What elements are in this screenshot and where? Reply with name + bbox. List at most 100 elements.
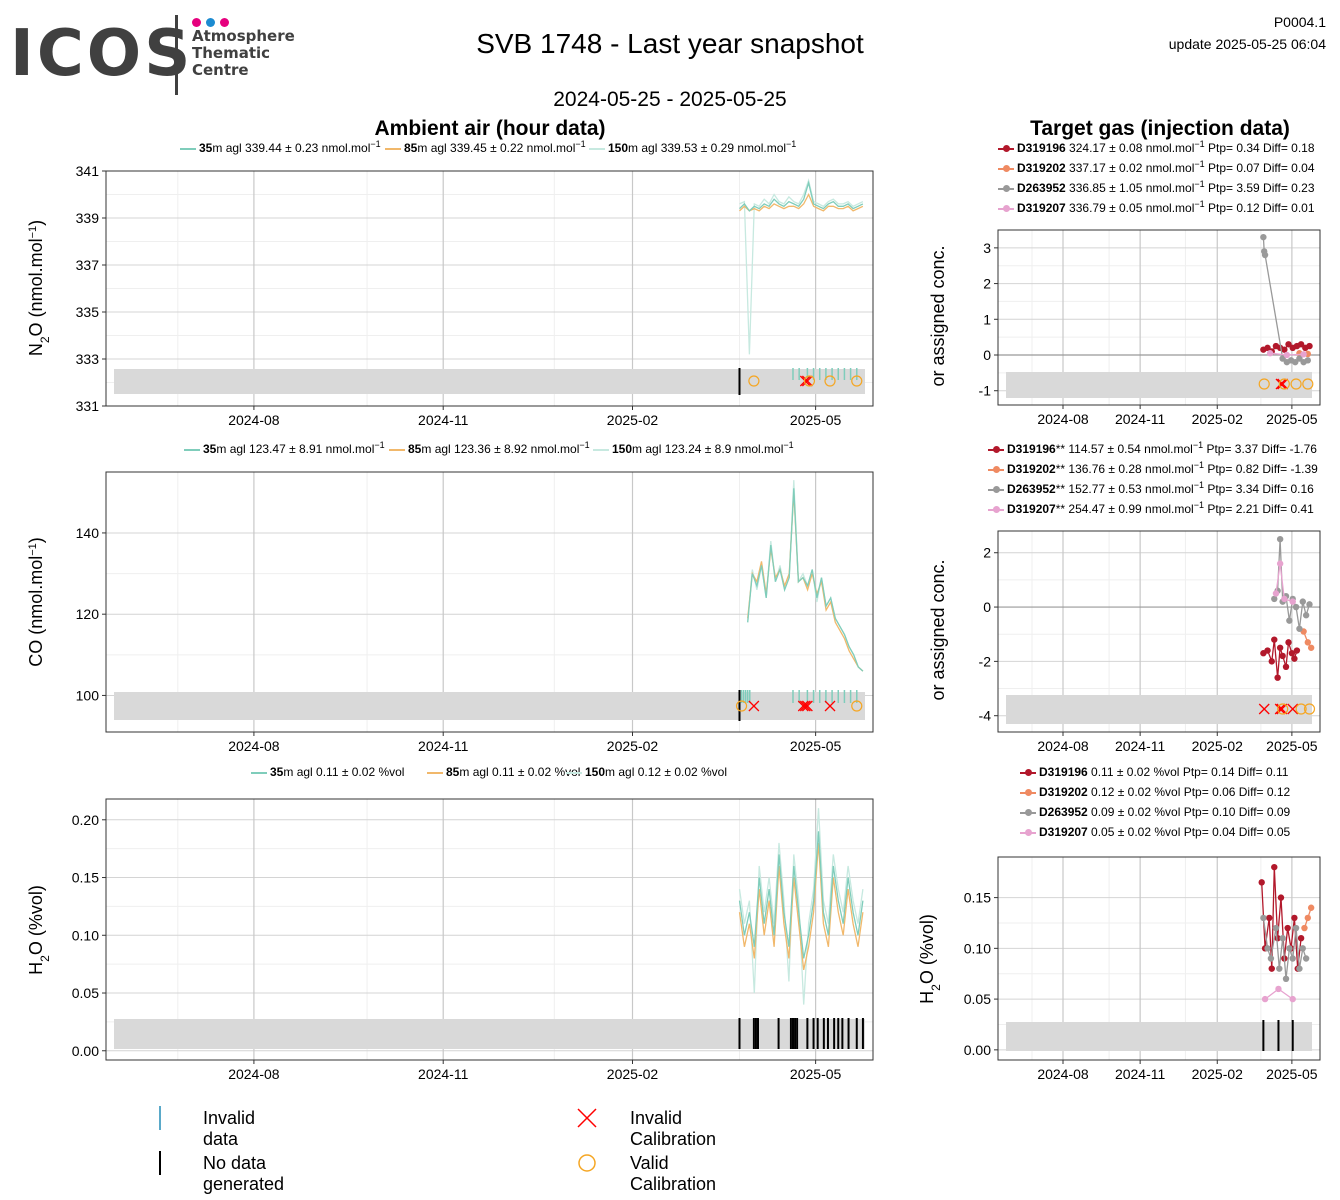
target-legend-D319207: D319207** 254.47 ± 0.99 nmol.mol−1 Ptp= … (988, 500, 1314, 516)
valid-cal-mark (803, 375, 816, 387)
target-point-D263952 (1261, 251, 1269, 259)
legend-swatch (1020, 768, 1036, 776)
valid-cal-mark (1295, 703, 1307, 715)
legend-text: 0.05 ± 0.02 %vol (1087, 825, 1181, 839)
legend-text: 254.47 ± 0.99 nmol.mol (1065, 502, 1194, 516)
target-point-D319202 (1304, 639, 1312, 646)
invalid-cal-mark (748, 700, 760, 712)
legend-text: ** (1055, 442, 1066, 456)
target-point-D319196 (1271, 636, 1278, 643)
legend-swatch (1020, 788, 1036, 796)
plot-border (997, 856, 1321, 1061)
y-tick-label: 339 (76, 210, 100, 226)
x-tick-label: 2024-08 (1037, 1066, 1089, 1082)
target-point-D263952 (1286, 617, 1293, 624)
legend-text: 0.09 ± 0.02 %vol (1087, 805, 1181, 819)
status-band (114, 692, 865, 720)
invalid-cal-mark (1287, 703, 1299, 715)
y-tick-label: 100 (76, 687, 100, 703)
logo-dots (192, 14, 234, 32)
target-point-D319196 (1288, 650, 1296, 657)
x-tick-label: 2025-02 (607, 738, 659, 754)
target-point-D319196 (1297, 341, 1305, 348)
legend-text: 0.12 ± 0.02 %vol (1087, 785, 1181, 799)
legend-swatch (566, 771, 582, 774)
valid-cal-mark (1277, 703, 1289, 715)
target-point-D263952 (1282, 975, 1290, 982)
x-tick-label: 2025-05 (790, 412, 842, 428)
legend-text: −1 (1192, 440, 1204, 450)
x-tick-label: 2024-11 (418, 1066, 469, 1082)
legend-text: 336.79 ± 0.05 nmol.mol (1065, 201, 1195, 215)
legend-text: 150 (585, 765, 606, 779)
target-legend-D319196: D319196 0.11 ± 0.02 %vol Ptp= 0.14 Diff=… (1020, 765, 1288, 779)
target-legend-D263952: D263952 336.85 ± 1.05 nmol.mol−1 Ptp= 3.… (998, 179, 1315, 195)
legend-text: 85 (404, 141, 418, 155)
invalid-cal-mark (799, 375, 811, 387)
chart-panel-4: 2024-08 2024-11 2025-02 2025-05 -1 0 1 2 3 (979, 229, 1321, 427)
co-axis-title-part: CO (nmol.mol (26, 556, 46, 667)
x-tick-label: 2024-11 (1115, 738, 1166, 754)
logo-sub-line: Thematic (192, 44, 271, 62)
legend-swatch (998, 184, 1014, 192)
legend-swatch (593, 448, 609, 451)
target-point-D319196 (1271, 863, 1278, 871)
logo-dot (220, 18, 229, 27)
legend-swatch (988, 445, 1004, 453)
target-legend-D319202: D319202** 136.76 ± 0.28 nmol.mol−1 Ptp= … (988, 460, 1318, 476)
legend-text: 85 (408, 442, 422, 456)
target-point-D319202 (1301, 924, 1308, 932)
target-h2o-axis-title: H2O (%vol) (917, 914, 943, 1004)
target-point-D263952 (1276, 965, 1283, 972)
legend-text: −1 (1194, 199, 1205, 209)
x-tick-label: 2024-11 (418, 412, 469, 428)
target-point-D263952 (1292, 603, 1300, 611)
legend-text: −1 (786, 139, 797, 149)
h2o-axis-title: H2O (%vol) (26, 885, 52, 975)
legend-text: −1 (579, 440, 590, 450)
legend-text: Ptp= 0.10 Diff= 0.09 (1180, 805, 1291, 819)
target-point-D319207 (1281, 595, 1288, 603)
y-tick-label: 337 (76, 257, 100, 273)
y-tick-label: 0 (983, 599, 991, 615)
y-tick-label: 0.05 (72, 985, 99, 1001)
co-axis-title: CO (nmol.mol−1) (26, 537, 46, 667)
y-tick-label: 140 (76, 525, 100, 541)
legend-swatch (998, 164, 1014, 172)
ambient-legend-85m: 85m agl 0.11 ± 0.02 %vol (427, 765, 580, 779)
target-point-D319196 (1279, 652, 1286, 660)
chart-panel-1: 2024-08 2024-11 2025-02 2025-05 331 333 335 337… (76, 163, 874, 428)
target-point-D263952 (1272, 924, 1280, 932)
legend-text: 0.11 ± 0.02 %vol (1087, 765, 1180, 779)
logo-subtitle: Atmosphere Thematic Centre (192, 28, 295, 79)
legend-text: Ptp= 0.04 Diff= 0.05 (1180, 825, 1291, 839)
legend-text: m agl 339.53 ± 0.29 nmol.mol (628, 141, 787, 155)
target-legend-D319207: D319207 0.05 ± 0.02 %vol Ptp= 0.04 Diff=… (1020, 825, 1290, 839)
n2o-axis-title: N2O (nmol.mol−1) (26, 220, 52, 356)
legend-text: 35 (270, 765, 284, 779)
target-point-D319196 (1264, 647, 1271, 654)
legend-text: −1 (1194, 139, 1205, 149)
x-tick-label: 2025-05 (1266, 411, 1318, 427)
plot-border (105, 170, 874, 407)
y-tick-label: 0.20 (72, 812, 99, 828)
co-axis-title-part: ) (26, 537, 46, 543)
n2o-diff-axis-title-1-part: Diff. to calculated (*) or to LR(**) (901, 178, 921, 435)
legend-text: −1 (575, 139, 586, 149)
legend-text: −1 (374, 440, 385, 450)
n2o-axis-title-part: 2 (38, 336, 52, 343)
legend-text: 85 (446, 765, 460, 779)
series-line-35m-agl (738, 831, 864, 959)
legend-text: Ptp= 2.21 Diff= 0.41 (1204, 502, 1314, 516)
y-tick-label: 0.15 (964, 890, 991, 906)
legend-text: Ptp= 3.34 Diff= 0.16 (1204, 482, 1314, 496)
invalid-cal-mark (801, 700, 813, 712)
target-point-D263952 (1279, 935, 1286, 942)
x-tick-label: 2024-11 (418, 738, 469, 754)
legend-text: 35 (203, 442, 217, 456)
legend-text: m agl 0.12 ± 0.02 %vol (605, 765, 728, 779)
legend-text: D319207 (1007, 502, 1056, 516)
valid-cal-mark (1278, 378, 1290, 390)
x-tick-label: 2024-08 (1037, 411, 1089, 427)
